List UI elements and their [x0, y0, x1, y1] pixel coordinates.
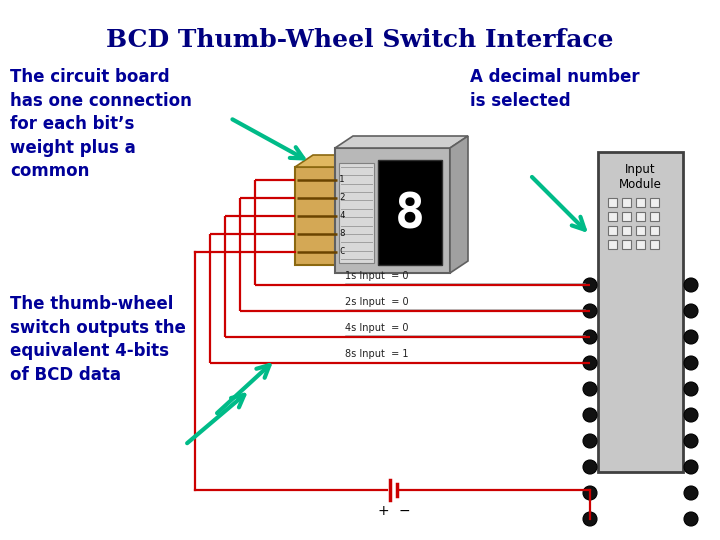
Bar — [608, 212, 617, 221]
Circle shape — [684, 512, 698, 526]
Circle shape — [684, 460, 698, 474]
Text: 4s Input  = 0: 4s Input = 0 — [345, 323, 408, 333]
Bar — [335, 148, 450, 273]
Bar — [622, 226, 631, 235]
Text: 1: 1 — [339, 176, 344, 185]
Circle shape — [583, 434, 597, 448]
Circle shape — [684, 408, 698, 422]
Bar — [608, 198, 617, 207]
Circle shape — [583, 382, 597, 396]
Text: Input: Input — [625, 164, 656, 177]
Circle shape — [583, 460, 597, 474]
Text: A decimal number
is selected: A decimal number is selected — [470, 68, 639, 110]
Circle shape — [583, 512, 597, 526]
Circle shape — [684, 434, 698, 448]
Bar — [636, 198, 645, 207]
Bar — [650, 212, 659, 221]
Text: 1s Input  = 0: 1s Input = 0 — [345, 271, 408, 281]
Bar — [608, 226, 617, 235]
Circle shape — [583, 278, 597, 292]
Circle shape — [684, 486, 698, 500]
Circle shape — [583, 356, 597, 370]
Polygon shape — [450, 136, 468, 273]
Bar — [608, 240, 617, 249]
Text: 4: 4 — [339, 212, 344, 220]
Text: −: − — [398, 504, 410, 518]
Bar — [636, 212, 645, 221]
Text: +: + — [377, 504, 389, 518]
Bar — [622, 240, 631, 249]
Bar — [650, 226, 659, 235]
Text: C: C — [339, 247, 344, 256]
Polygon shape — [295, 155, 355, 167]
Text: The circuit board
has one connection
for each bit’s
weight plus a
common: The circuit board has one connection for… — [10, 68, 192, 180]
Circle shape — [684, 304, 698, 318]
Circle shape — [583, 408, 597, 422]
Circle shape — [583, 486, 597, 500]
Bar — [622, 198, 631, 207]
Bar — [636, 226, 645, 235]
Bar — [598, 152, 683, 472]
Text: 8: 8 — [395, 191, 425, 239]
Bar — [650, 240, 659, 249]
Bar — [622, 212, 631, 221]
Circle shape — [684, 278, 698, 292]
Circle shape — [684, 330, 698, 344]
Bar — [339, 163, 374, 263]
Text: 8s Input  = 1: 8s Input = 1 — [345, 349, 408, 359]
Bar — [378, 160, 442, 265]
Text: 8: 8 — [339, 230, 344, 239]
Polygon shape — [335, 136, 468, 148]
Bar — [295, 167, 337, 265]
Text: 2: 2 — [339, 193, 344, 202]
Circle shape — [583, 330, 597, 344]
Circle shape — [583, 304, 597, 318]
Text: BCD Thumb-Wheel Switch Interface: BCD Thumb-Wheel Switch Interface — [107, 28, 613, 52]
Circle shape — [684, 382, 698, 396]
Text: 2s Input  = 0: 2s Input = 0 — [345, 297, 409, 307]
Text: Module: Module — [619, 178, 662, 191]
Text: The thumb-wheel
switch outputs the
equivalent 4-bits
of BCD data: The thumb-wheel switch outputs the equiv… — [10, 295, 186, 384]
Bar — [650, 198, 659, 207]
Bar — [636, 240, 645, 249]
Circle shape — [684, 356, 698, 370]
